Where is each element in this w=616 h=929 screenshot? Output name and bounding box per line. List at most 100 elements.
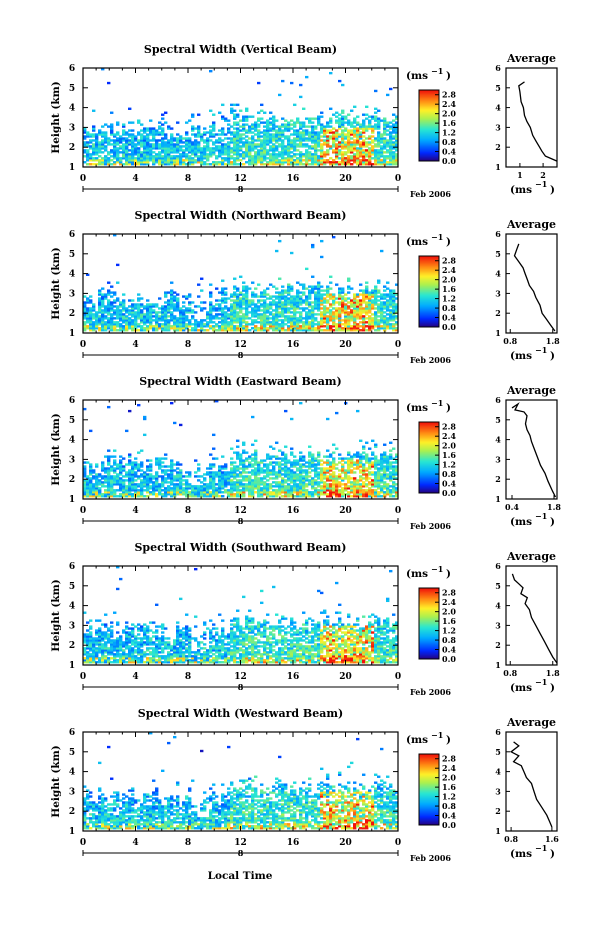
heatmap-cell [275,461,279,464]
heatmap-cell [374,295,378,298]
colorbar-swatch [419,303,439,306]
heatmap-cell [215,147,219,150]
heatmap-cell [212,433,216,437]
heatmap-cell [278,319,282,322]
heatmap-cell [257,137,261,140]
heatmap-cell [128,409,132,413]
heatmap-cell [110,305,114,308]
heatmap-cell [227,157,231,160]
heatmap-cell [287,155,291,158]
heatmap-cell [275,327,279,330]
heatmap-cell [116,141,120,144]
heatmap-cell [263,477,267,480]
heatmap-cell [257,283,261,286]
heatmap-cell [314,459,318,462]
heatmap-cell [362,127,366,130]
heatmap-cell [146,305,150,308]
heatmap-cell [242,307,246,310]
heatmap-cell [149,119,153,122]
heatmap-cell [269,323,273,326]
heatmap-cell [176,301,180,304]
heatmap-cell [224,145,228,148]
heatmap-cell [137,147,141,150]
heatmap-cell [377,281,381,284]
heatmap-cell [284,471,288,474]
heatmap-cell [308,303,312,306]
heatmap-cell [170,475,174,478]
heatmap-cell [230,305,234,308]
heatmap-cell [116,299,120,302]
heatmap-cell [119,323,123,326]
heatmap-cell [131,465,135,468]
heatmap-cell [230,475,234,478]
heatmap-cell [389,161,393,164]
heatmap-cell [296,139,300,142]
heatmap-cell [377,325,381,328]
heatmap-cell [290,119,294,122]
heatmap-cell [86,141,90,144]
heatmap-cell [263,493,267,496]
heatmap-cell [176,121,180,124]
heatmap-cell [284,127,288,130]
heatmap-cell [221,143,225,146]
heatmap-cell [227,123,231,126]
heatmap-cell [332,235,336,239]
heatmap-cell [389,301,393,304]
heatmap-cell [155,493,159,496]
heatmap-cell [293,155,297,158]
colorbar-swatch [419,322,439,324]
heatmap-cell [182,493,186,496]
heatmap-cell [251,463,255,466]
heatmap-cell [230,321,234,324]
heatmap-cell [314,133,318,136]
heatmap-cell [287,287,291,290]
heatmap-cell [185,137,189,140]
heatmap-cell [101,475,105,478]
heatmap-cell [308,475,312,478]
heatmap-cell [170,465,174,468]
heatmap-cell [89,317,93,320]
heatmap-cell [323,309,327,312]
heatmap-cell [299,125,303,128]
heatmap-cell [212,315,216,318]
heatmap-cell [293,475,297,478]
heatmap-cell [92,125,96,128]
heatmap-cell [323,155,327,158]
heatmap-cell [233,469,237,472]
heatmap-cell [389,289,393,292]
heatmap-cell [299,141,303,144]
heatmap-cell [332,135,336,138]
heatmap-cell [98,309,102,312]
heatmap-cell [239,321,243,324]
heatmap-cell [368,147,372,150]
heatmap-cell [308,309,312,312]
heatmap-cell [104,325,108,328]
heatmap-cell [389,303,393,306]
heatmap-cell [110,129,114,132]
heatmap-cell [251,481,255,484]
heatmap-cell [176,477,180,480]
heatmap-cell [254,305,258,308]
heatmap-cell [395,311,399,314]
heatmap-cell [269,149,273,152]
heatmap-cell [305,159,309,162]
heatmap-cell [101,311,105,314]
heatmap-cell [266,475,270,478]
heatmap-cell [131,303,135,306]
heatmap-cell [95,477,99,480]
heatmap-cell [215,133,219,136]
heatmap-cell [323,455,327,458]
heatmap-cell [152,151,156,154]
heatmap-cell [341,137,345,140]
heatmap-cell [341,109,345,112]
heatmap-cell [362,157,366,160]
heatmap-cell [365,293,369,296]
heatmap-cell [221,145,225,148]
heatmap-cell [95,479,99,482]
heatmap-cell [242,301,246,304]
heatmap-cell [269,463,273,466]
heatmap-cell [284,463,288,466]
heatmap-cell [290,451,294,454]
heatmap-cell [209,139,213,142]
heatmap-cell [116,153,120,156]
